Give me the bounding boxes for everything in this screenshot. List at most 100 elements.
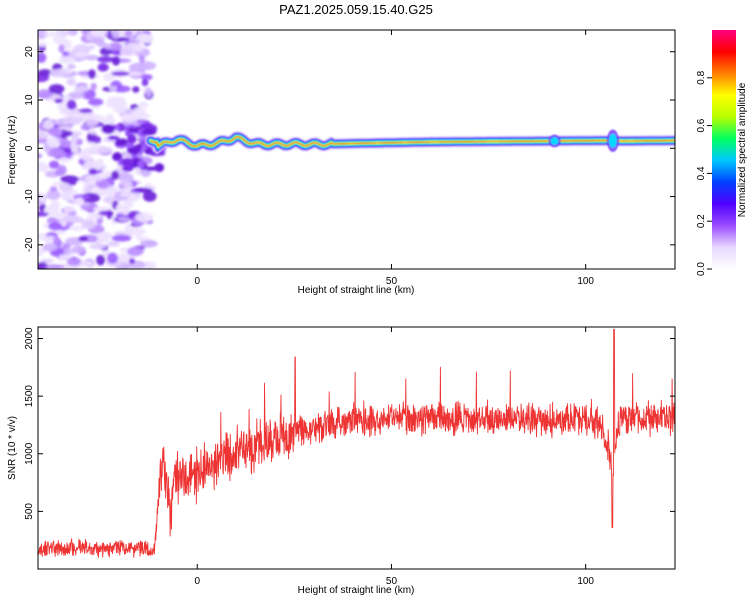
noise-blob: [127, 246, 144, 257]
spectrogram-y-tick-label: -10: [24, 189, 35, 204]
noise-blob: [58, 55, 76, 65]
noise-blob: [87, 98, 104, 106]
noise-blob: [111, 234, 132, 242]
noise-blob: [42, 119, 54, 131]
noise-blob: [96, 56, 115, 63]
snr-panel: 0 50 100 500 1000 1500 2000 Height of straight…: [7, 326, 676, 596]
noise-blob: [38, 42, 48, 48]
noise-blob: [58, 182, 74, 192]
colorbar-tick-label: 0.8: [696, 70, 707, 84]
spectrogram-y-tick-label: 0: [24, 145, 35, 151]
noise-blob: [144, 166, 158, 171]
noise-blob: [127, 134, 137, 144]
noise-blob: [88, 44, 96, 50]
noise-blobs: [38, 30, 167, 269]
noise-blob: [49, 69, 67, 78]
noise-blob: [38, 69, 52, 77]
chart-title: PAZ1.2025.059.15.40.G25: [279, 2, 433, 17]
noise-blob: [135, 212, 154, 223]
noise-blob: [64, 265, 77, 269]
noise-blob: [56, 164, 67, 176]
noise-blob: [38, 131, 49, 140]
colorbar-tick-label: 0.6: [696, 118, 707, 132]
noise-blob: [107, 96, 126, 103]
spectrogram-y-tick-label: 20: [24, 46, 35, 58]
noise-blob: [105, 43, 112, 50]
noise-blob: [89, 243, 107, 250]
noise-blob: [111, 71, 130, 76]
noise-blob: [66, 78, 76, 86]
spectrogram-x-tick-label: 100: [577, 276, 594, 287]
snr-y-tick-label: 2000: [24, 327, 35, 350]
noise-blob: [116, 254, 128, 262]
noise-blob: [50, 199, 61, 211]
noise-blob: [54, 98, 64, 104]
colorbar-tick-label: 0.2: [696, 214, 707, 228]
noise-blob: [95, 178, 110, 189]
noise-blob: [59, 110, 67, 115]
noise-blob: [71, 146, 80, 154]
colorbar-gradient: [712, 30, 736, 269]
noise-blob: [85, 220, 96, 230]
noise-blob: [128, 62, 149, 72]
noise-blob: [126, 71, 144, 77]
colorbar: 0.0 0.2 0.4 0.6 0.8 Normalized spectral ampl…: [696, 30, 748, 276]
noise-blob: [38, 162, 48, 172]
noise-blob: [140, 122, 154, 129]
spectrogram-x-tick-label: 0: [194, 276, 200, 287]
noise-blob: [73, 51, 88, 58]
noise-blob: [128, 258, 136, 264]
noise-blob: [66, 99, 77, 110]
noise-blob: [121, 46, 134, 56]
noise-blob: [63, 206, 76, 213]
noise-blob: [115, 203, 124, 213]
noise-blob: [108, 115, 115, 127]
spectrogram-y-axis-label: Frequency (Hz): [7, 116, 18, 185]
colorbar-tick-label: 0.4: [696, 166, 707, 180]
noise-blob: [141, 129, 157, 136]
snr-frame: [37, 326, 676, 570]
noise-blob: [38, 52, 47, 64]
noise-blob: [137, 159, 145, 170]
noise-blob: [97, 63, 109, 72]
noise-blob: [98, 210, 114, 216]
noise-blob: [98, 231, 112, 240]
noise-blob: [90, 82, 97, 91]
colorbar-label: Normalized spectral amplitude: [737, 82, 748, 217]
noise-blob: [67, 64, 76, 69]
spectrogram-ticks: 0 50 100 -20 -10 0 10 20: [24, 30, 675, 287]
noise-blob: [67, 257, 81, 267]
noise-blob: [38, 153, 43, 159]
noise-blob: [48, 127, 63, 137]
noise-blob: [121, 158, 134, 166]
noise-blob: [141, 74, 153, 81]
noise-blob: [49, 186, 58, 192]
noise-blob: [84, 54, 99, 61]
noise-blob: [84, 174, 104, 182]
noise-blob: [38, 89, 53, 99]
snr-x-tick-label: 50: [386, 576, 398, 587]
noise-blob: [58, 125, 74, 132]
snr-y-axis-label: SNR (10 * v/v): [7, 416, 18, 480]
noise-blob: [43, 31, 64, 37]
noise-blob: [59, 156, 70, 163]
noise-blob: [140, 240, 158, 248]
noise-blob: [92, 136, 102, 144]
spectrogram-panel: 0 50 100 -20 -10 0 10 20 Height of straight lin…: [7, 29, 676, 296]
noise-blob: [107, 135, 120, 140]
noise-blob: [101, 124, 115, 134]
noise-blob: [86, 213, 101, 220]
noise-blob: [120, 113, 141, 120]
noise-blob: [59, 142, 74, 149]
noise-blob: [118, 180, 134, 187]
colorbar-tick-label: 0.0: [696, 262, 707, 276]
noise-blob: [69, 216, 85, 224]
noise-blob: [96, 158, 104, 167]
noise-blob: [117, 216, 131, 222]
noise-blob: [117, 172, 134, 182]
noise-blob: [46, 137, 60, 148]
noise-blob: [78, 113, 93, 118]
noise-blob: [67, 179, 77, 186]
noise-blob: [97, 146, 113, 154]
ridge-disturbance: [608, 133, 617, 148]
